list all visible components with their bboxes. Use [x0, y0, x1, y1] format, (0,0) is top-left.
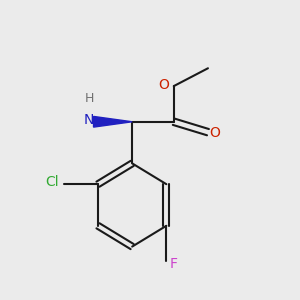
Polygon shape	[94, 116, 132, 127]
Text: N: N	[84, 113, 94, 127]
Text: O: O	[209, 126, 220, 140]
Text: H: H	[84, 92, 94, 105]
Text: F: F	[169, 256, 177, 271]
Text: O: O	[158, 78, 169, 92]
Text: Cl: Cl	[46, 175, 59, 189]
